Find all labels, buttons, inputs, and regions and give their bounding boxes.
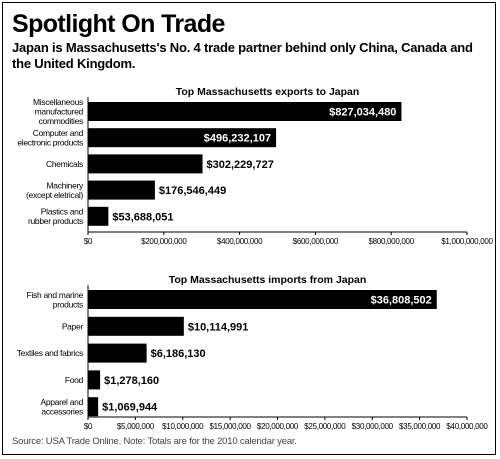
export-bar	[88, 128, 277, 148]
import-x-tick-label: $15,000,000	[210, 422, 252, 431]
import-bar	[88, 290, 437, 309]
export-category-label-line: manufactured	[35, 107, 84, 117]
page-subtitle: Japan is Massachusetts's No. 4 trade par…	[12, 40, 473, 71]
import-value-label: $36,808,502	[371, 295, 432, 307]
export-category-label-line: Chemicals	[46, 159, 83, 169]
import-category-label: Fish and marine products	[27, 290, 84, 310]
import-bar	[88, 343, 147, 363]
import-category-label-line: Apparel and	[40, 397, 83, 407]
import-x-tick-label: $40,000,000	[446, 422, 488, 431]
graphic-frame	[2, 2, 496, 455]
export-bar	[88, 206, 109, 226]
import-category-label-line: products	[53, 299, 83, 309]
export-value-label: $302,229,727	[207, 159, 274, 171]
export-category-label-line: commodities	[39, 116, 83, 126]
import-value-label: $1,069,944	[102, 402, 158, 414]
export-category-label-line: rubber products	[28, 216, 83, 226]
export-value-label: $496,232,107	[204, 133, 271, 145]
export-bar	[88, 180, 155, 200]
export-x-tick-label: $0	[84, 237, 93, 246]
import-category-label: Paper	[62, 321, 84, 331]
export-category-label-line: (except eletrical)	[26, 190, 83, 200]
export-chart-title: Top Massachusetts exports to Japan	[176, 86, 360, 98]
export-bar	[88, 102, 402, 121]
import-value-label: $1,278,160	[104, 375, 159, 387]
export-x-tick-label: $800,000,000	[369, 237, 415, 246]
export-x-tick-label: $600,000,000	[293, 237, 339, 246]
export-value-label: $53,688,051	[112, 211, 173, 223]
export-bar	[88, 154, 203, 174]
import-x-tick-label: $35,000,000	[399, 422, 441, 431]
import-category-label-line: Paper	[62, 321, 84, 331]
export-x-tick-label: $400,000,000	[217, 237, 263, 246]
import-category-label-line: accessories	[41, 406, 83, 416]
export-x-tick-label: $1,000,000,000	[441, 237, 493, 246]
import-x-tick-label: $10,000,000	[162, 422, 204, 431]
import-category-label-line: Textiles and fabrics	[17, 348, 83, 358]
export-category-label-line: Miscellaneous	[33, 97, 83, 107]
export-category-label-line: electronic products	[17, 137, 83, 147]
import-category-label: Textiles and fabrics	[17, 348, 83, 358]
export-category-label: Miscellaneous manufactured commodities	[33, 97, 84, 126]
import-x-tick-label: $20,000,000	[257, 422, 299, 431]
export-value-label: $827,034,480	[329, 107, 396, 119]
export-category-label-line: Machinery	[46, 180, 84, 190]
import-x-tick-label: $0	[84, 422, 93, 431]
export-category-label-line: Plastics and	[41, 207, 84, 217]
export-category-label: Plastics and rubber products	[28, 207, 84, 227]
import-bar	[88, 316, 184, 336]
import-x-tick-label: $5,000,000	[117, 422, 155, 431]
import-category-label-line: Fish and marine	[27, 290, 84, 300]
import-value-label: $6,186,130	[151, 348, 206, 360]
imports-bar-chart: Top Massachusetts imports from Japan Fish…	[17, 274, 489, 431]
page-title: Spotlight On Trade	[12, 10, 225, 38]
import-chart-title: Top Massachusetts imports from Japan	[169, 274, 367, 286]
export-category-label: Machinery (except eletrical)	[26, 180, 84, 200]
import-x-tick-label: $25,000,000	[304, 422, 346, 431]
exports-bar-chart: Top Massachusetts exports to Japan Miscel…	[17, 86, 494, 246]
export-x-tick-label: $200,000,000	[141, 237, 187, 246]
import-category-label: Food	[65, 375, 84, 385]
import-x-tick-label: $30,000,000	[352, 422, 394, 431]
import-value-label: $10,114,991	[188, 321, 249, 333]
export-category-label-line: Computer and	[33, 128, 84, 138]
export-category-label: Computer and electronic products	[17, 128, 83, 148]
import-bar	[88, 370, 101, 390]
source-note: Source: USA Trade Online. Note: Totals a…	[12, 436, 297, 447]
import-category-label-line: Food	[65, 375, 84, 385]
import-category-label: Apparel and accessories	[40, 397, 83, 417]
export-value-label: $176,546,449	[159, 185, 226, 197]
import-bar	[88, 397, 99, 417]
export-category-label: Chemicals	[46, 159, 83, 169]
